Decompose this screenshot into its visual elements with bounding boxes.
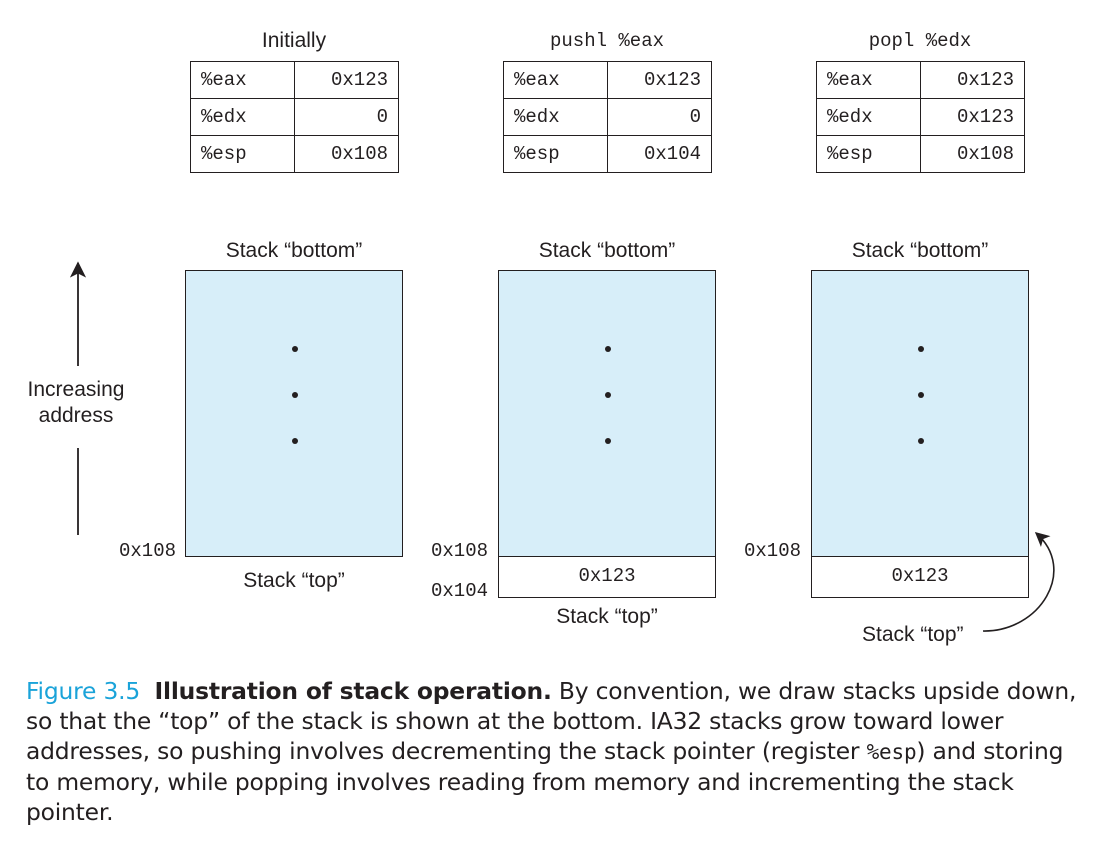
register-value: 0x108 — [920, 135, 1025, 173]
address-label: 0x108 — [118, 540, 176, 562]
register-row: %eax 0x123 — [190, 61, 399, 99]
stack-memory — [811, 270, 1029, 557]
stack-bottom-label: Stack “bottom” — [225, 239, 363, 262]
panel-title: Initially — [261, 29, 327, 52]
ellipsis-dot — [918, 392, 924, 398]
ellipsis-dot — [918, 438, 924, 444]
register-name: %eax — [190, 61, 295, 99]
address-label: 0x104 — [430, 580, 488, 602]
ellipsis-dot — [605, 346, 611, 352]
register-row: %edx 0 — [503, 98, 712, 136]
curved-pointer-arrow-icon — [982, 532, 1055, 632]
stack-top-label: Stack “top” — [556, 605, 658, 628]
register-table: %eax 0x123 %edx 0 %esp 0x104 — [503, 61, 712, 173]
ellipsis-dot — [292, 346, 298, 352]
panel-title: pushl %eax — [549, 30, 665, 52]
register-row: %esp 0x108 — [816, 135, 1025, 173]
panel-title: popl %edx — [868, 30, 972, 52]
caption-text: By convention, we draw stacks upside dow… — [26, 677, 1077, 765]
register-name: %eax — [503, 61, 608, 99]
caption-register: %esp — [866, 740, 917, 764]
ellipsis-dot — [605, 438, 611, 444]
figure-number: Figure 3.5 — [26, 677, 141, 705]
register-row: %esp 0x108 — [190, 135, 399, 173]
address-label: 0x108 — [430, 540, 488, 562]
stack-bottom-label: Stack “bottom” — [538, 239, 676, 262]
ellipsis-dot — [292, 438, 298, 444]
register-value: 0 — [294, 98, 399, 136]
figure-caption: Figure 3.5 Illustration of stack operati… — [26, 676, 1090, 827]
stack-bottom-label: Stack “bottom” — [851, 239, 989, 262]
register-row: %eax 0x123 — [503, 61, 712, 99]
address-label: 0x108 — [743, 540, 801, 562]
axis-label: Increasing address — [16, 377, 136, 429]
axis-label-line1: Increasing — [27, 378, 125, 401]
register-row: %eax 0x123 — [816, 61, 1025, 99]
stack-top-label: Stack “top” — [862, 623, 964, 646]
ellipsis-dot — [292, 392, 298, 398]
stack-top-label: Stack “top” — [243, 569, 345, 592]
register-name: %edx — [190, 98, 295, 136]
register-row: %esp 0x104 — [503, 135, 712, 173]
figure-title: Illustration of stack operation. — [154, 677, 552, 705]
register-table: %eax 0x123 %edx 0 %esp 0x108 — [190, 61, 399, 173]
register-row: %edx 0x123 — [816, 98, 1025, 136]
stack-cell: 0x123 — [498, 556, 716, 598]
stack-memory — [498, 270, 716, 557]
register-value: 0 — [607, 98, 712, 136]
register-value: 0x123 — [607, 61, 712, 99]
register-value: 0x108 — [294, 135, 399, 173]
stack-memory — [185, 270, 403, 557]
register-name: %esp — [190, 135, 295, 173]
register-name: %esp — [503, 135, 608, 173]
register-value: 0x104 — [607, 135, 712, 173]
register-table: %eax 0x123 %edx 0x123 %esp 0x108 — [816, 61, 1025, 173]
register-row: %edx 0 — [190, 98, 399, 136]
register-value: 0x123 — [920, 98, 1025, 136]
ellipsis-dot — [918, 346, 924, 352]
ellipsis-dot — [605, 392, 611, 398]
register-value: 0x123 — [294, 61, 399, 99]
caption-text: ) and storing to memory, while popping i… — [26, 737, 1064, 826]
register-name: %esp — [816, 135, 921, 173]
stack-cell: 0x123 — [811, 556, 1029, 598]
axis-label-line2: address — [38, 404, 114, 427]
register-name: %edx — [816, 98, 921, 136]
